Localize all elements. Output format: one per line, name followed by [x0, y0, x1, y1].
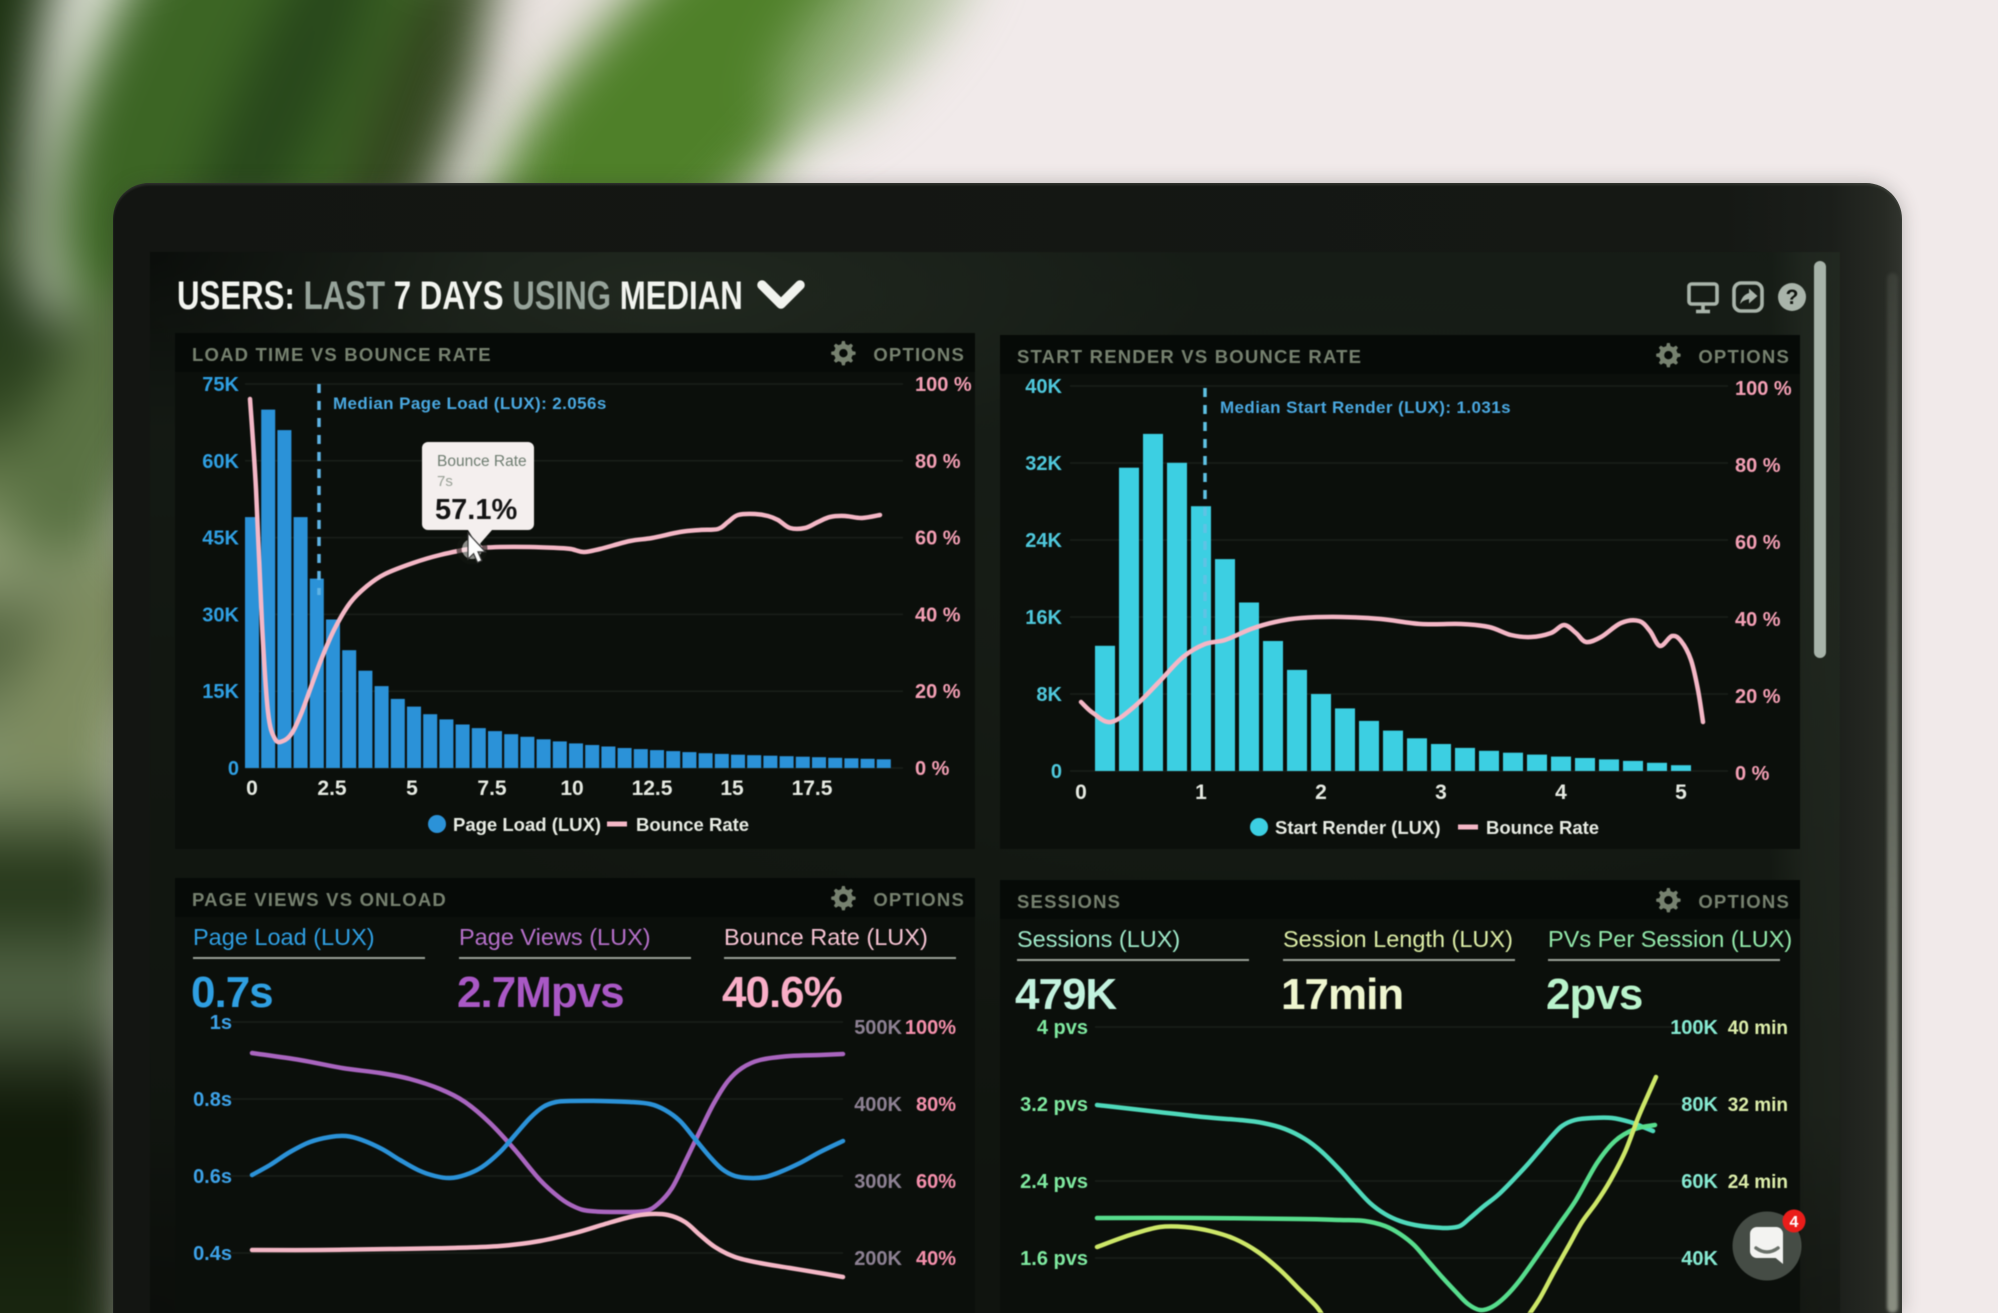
svg-text:OPTIONS: OPTIONS: [873, 344, 965, 365]
svg-text:200K: 200K: [854, 1248, 902, 1270]
svg-text:16K: 16K: [1025, 607, 1062, 629]
svg-text:0 %: 0 %: [915, 758, 950, 780]
svg-text:60 %: 60 %: [915, 528, 961, 550]
svg-text:Sessions (LUX): Sessions (LUX): [1017, 926, 1180, 952]
svg-text:17min: 17min: [1281, 970, 1403, 1019]
svg-text:80 %: 80 %: [1735, 455, 1781, 477]
svg-text:80%: 80%: [916, 1094, 956, 1116]
svg-text:4: 4: [1790, 1214, 1799, 1231]
svg-text:0.8s: 0.8s: [193, 1089, 232, 1111]
svg-text:3.2 pvs: 3.2 pvs: [1020, 1094, 1088, 1116]
svg-text:Median Page Load (LUX): 2.056s: Median Page Load (LUX): 2.056s: [333, 394, 607, 413]
svg-text:300K: 300K: [854, 1171, 902, 1193]
svg-text:40 %: 40 %: [1735, 609, 1781, 631]
svg-text:100%: 100%: [905, 1017, 956, 1039]
svg-text:5: 5: [1675, 781, 1687, 804]
svg-text:500K: 500K: [854, 1017, 902, 1039]
svg-text:Session Length (LUX): Session Length (LUX): [1283, 926, 1513, 952]
svg-text:24 min: 24 min: [1728, 1172, 1788, 1193]
svg-text:40K: 40K: [1025, 376, 1062, 398]
svg-text:60K: 60K: [202, 451, 239, 473]
svg-text:20 %: 20 %: [915, 681, 961, 703]
svg-text:2.5: 2.5: [317, 777, 347, 800]
svg-text:0: 0: [228, 758, 239, 780]
svg-text:0.7s: 0.7s: [191, 968, 273, 1017]
svg-text:Bounce Rate: Bounce Rate: [1486, 817, 1599, 838]
svg-text:Bounce Rate (LUX): Bounce Rate (LUX): [724, 924, 928, 950]
svg-text:40.6%: 40.6%: [722, 968, 842, 1017]
svg-text:2: 2: [1315, 781, 1327, 804]
svg-text:40%: 40%: [916, 1248, 956, 1270]
svg-text:1s: 1s: [210, 1012, 232, 1034]
svg-text:Bounce Rate: Bounce Rate: [437, 453, 527, 470]
svg-text:2pvs: 2pvs: [1546, 970, 1642, 1019]
svg-text:LOAD TIME VS BOUNCE RATE: LOAD TIME VS BOUNCE RATE: [192, 344, 492, 365]
svg-text:20 %: 20 %: [1735, 686, 1781, 708]
svg-text:479K: 479K: [1015, 970, 1117, 1019]
svg-text:80K: 80K: [1681, 1094, 1718, 1116]
svg-text:1: 1: [1195, 781, 1207, 804]
svg-text:40 %: 40 %: [915, 604, 961, 626]
svg-text:OPTIONS: OPTIONS: [1698, 346, 1790, 367]
svg-text:PAGE VIEWS VS ONLOAD: PAGE VIEWS VS ONLOAD: [192, 889, 447, 910]
svg-text:4: 4: [1555, 781, 1567, 804]
svg-text:32K: 32K: [1025, 453, 1062, 475]
svg-text:2.7Mpvs: 2.7Mpvs: [457, 968, 624, 1017]
svg-text:START RENDER VS BOUNCE RATE: START RENDER VS BOUNCE RATE: [1017, 346, 1362, 367]
svg-text:?: ?: [1786, 286, 1799, 309]
svg-text:8K: 8K: [1036, 684, 1062, 706]
svg-text:75K: 75K: [202, 374, 239, 396]
svg-text:Page Views (LUX): Page Views (LUX): [459, 924, 651, 950]
svg-text:45K: 45K: [202, 528, 239, 550]
svg-text:PVs Per Session (LUX): PVs Per Session (LUX): [1548, 926, 1792, 952]
svg-text:30K: 30K: [202, 604, 239, 626]
svg-text:100K: 100K: [1670, 1017, 1718, 1039]
svg-text:60K: 60K: [1681, 1171, 1718, 1193]
svg-text:60 %: 60 %: [1735, 532, 1781, 554]
svg-text:0.4s: 0.4s: [193, 1243, 232, 1265]
svg-text:100 %: 100 %: [915, 374, 972, 396]
svg-text:OPTIONS: OPTIONS: [873, 889, 965, 910]
svg-text:15K: 15K: [202, 681, 239, 703]
svg-text:12.5: 12.5: [632, 777, 673, 800]
svg-text:24K: 24K: [1025, 530, 1062, 552]
svg-text:57.1%: 57.1%: [435, 494, 517, 526]
svg-text:Bounce Rate: Bounce Rate: [636, 814, 749, 835]
svg-text:7.5: 7.5: [477, 777, 507, 800]
svg-text:0.6s: 0.6s: [193, 1166, 232, 1188]
svg-text:0: 0: [1075, 781, 1087, 804]
svg-text:40 min: 40 min: [1728, 1018, 1788, 1039]
svg-text:60%: 60%: [916, 1171, 956, 1193]
svg-text:Median Start Render (LUX): 1.0: Median Start Render (LUX): 1.031s: [1220, 398, 1511, 417]
svg-text:17.5: 17.5: [792, 777, 833, 800]
svg-text:400K: 400K: [854, 1094, 902, 1116]
svg-text:0: 0: [1051, 761, 1062, 783]
svg-text:OPTIONS: OPTIONS: [1698, 891, 1790, 912]
svg-text:10: 10: [560, 777, 583, 800]
svg-text:80 %: 80 %: [915, 451, 961, 473]
svg-text:SESSIONS: SESSIONS: [1017, 891, 1121, 912]
svg-text:Page Load (LUX): Page Load (LUX): [453, 814, 601, 835]
svg-text:100 %: 100 %: [1735, 378, 1792, 400]
svg-text:3: 3: [1435, 781, 1447, 804]
svg-text:32 min: 32 min: [1728, 1095, 1788, 1116]
svg-text:0: 0: [246, 777, 258, 800]
svg-text:Page Load (LUX): Page Load (LUX): [193, 924, 375, 950]
svg-text:15: 15: [720, 777, 744, 800]
svg-text:5: 5: [406, 777, 418, 800]
svg-text:7s: 7s: [437, 473, 453, 490]
svg-text:1.6 pvs: 1.6 pvs: [1020, 1248, 1088, 1270]
svg-text:Start Render (LUX): Start Render (LUX): [1275, 817, 1441, 838]
svg-text:2.4 pvs: 2.4 pvs: [1020, 1171, 1088, 1193]
svg-text:40K: 40K: [1681, 1248, 1718, 1270]
svg-text:0 %: 0 %: [1735, 763, 1770, 785]
svg-text:4 pvs: 4 pvs: [1037, 1017, 1088, 1039]
